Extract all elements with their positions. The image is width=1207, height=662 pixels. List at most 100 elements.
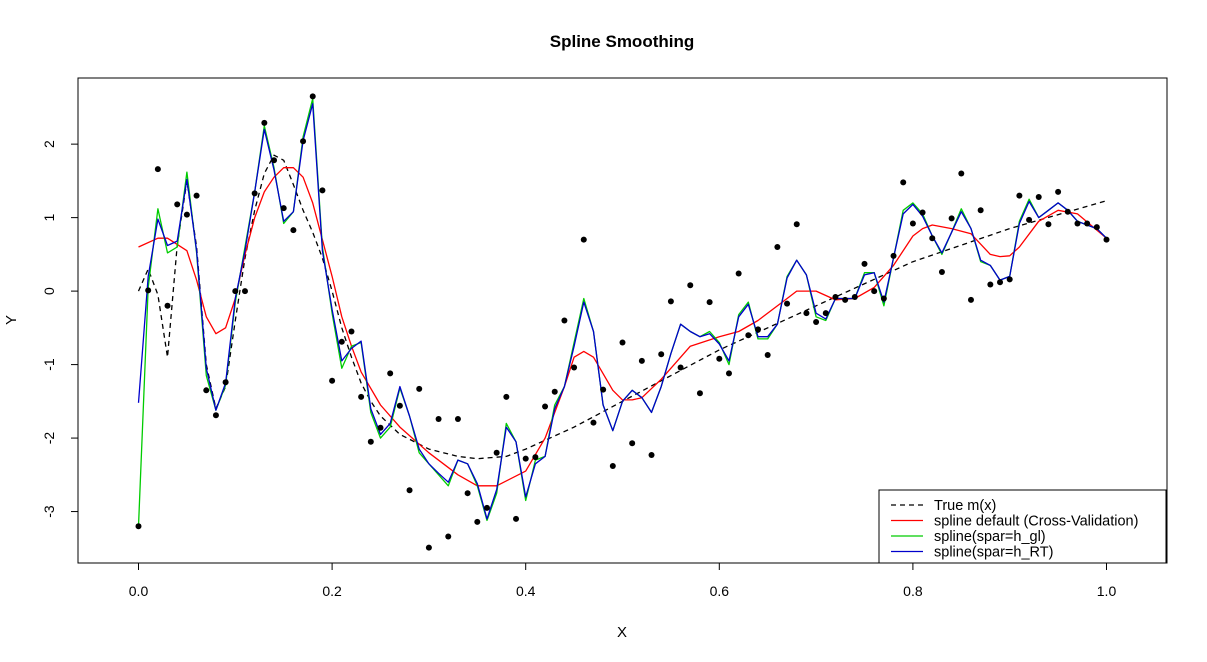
data-point <box>1006 276 1013 283</box>
legend-box <box>878 489 1167 564</box>
y-tick-label: 0 <box>41 287 57 295</box>
x-axis: 0.0 0.2 0.4 0.6 0.8 1.0 <box>129 563 1116 599</box>
data-point <box>629 440 636 447</box>
y-tick-label: -2 <box>41 432 57 445</box>
data-point <box>696 390 703 397</box>
data-point <box>987 281 994 288</box>
data-point <box>1055 188 1062 195</box>
legend: True m(x)spline default (Cross-Validatio… <box>878 489 1167 564</box>
data-point <box>435 415 442 422</box>
data-point <box>871 288 878 295</box>
data-point <box>154 166 161 173</box>
data-point <box>145 287 152 294</box>
data-point <box>784 300 791 307</box>
data-point <box>948 215 955 222</box>
data-point <box>474 518 481 525</box>
data-point <box>774 244 781 251</box>
data-point <box>687 282 694 289</box>
chart-title: Spline Smoothing <box>550 32 695 51</box>
legend-label: spline default (Cross-Validation) <box>934 514 1138 530</box>
data-point <box>493 449 500 456</box>
data-point <box>677 364 684 371</box>
data-point <box>842 296 849 303</box>
data-point <box>513 515 520 522</box>
data-point <box>503 393 510 400</box>
data-point <box>271 157 278 164</box>
data-point <box>1016 192 1023 199</box>
legend-label: True m(x) <box>934 498 996 514</box>
data-point <box>900 179 907 186</box>
data-point <box>638 357 645 364</box>
y-axis-label: Y <box>3 315 20 325</box>
data-point <box>929 235 936 242</box>
y-tick-label: 2 <box>41 140 57 148</box>
data-point <box>600 386 607 393</box>
data-point <box>348 328 355 335</box>
data-point <box>222 379 229 386</box>
data-point <box>1074 220 1081 227</box>
data-point <box>861 260 868 267</box>
data-point <box>813 318 820 325</box>
data-point <box>377 424 384 431</box>
data-point <box>1064 208 1071 215</box>
data-point <box>1103 236 1110 243</box>
data-point <box>319 187 326 194</box>
data-point <box>764 352 771 359</box>
data-point <box>590 419 597 426</box>
data-point <box>716 355 723 362</box>
data-point <box>580 236 587 243</box>
data-point <box>1035 194 1042 201</box>
data-point <box>658 351 665 358</box>
data-point <box>329 377 336 384</box>
data-point <box>1084 220 1091 227</box>
x-tick-label: 0.8 <box>903 583 923 599</box>
data-point <box>251 190 258 197</box>
series-line <box>137 97 1107 527</box>
y-tick-label: 1 <box>41 214 57 222</box>
data-point <box>416 385 423 392</box>
data-point <box>532 454 539 461</box>
legend-label: spline(spar=h_RT) <box>934 545 1053 561</box>
x-tick-label: 0.2 <box>322 583 342 599</box>
y-tick-label: -1 <box>41 358 57 371</box>
data-point <box>174 201 181 208</box>
data-point <box>1093 224 1100 231</box>
series-line <box>138 167 1107 487</box>
data-point <box>851 293 858 300</box>
data-point <box>735 270 742 277</box>
data-point <box>803 310 810 317</box>
x-axis-label: X <box>617 624 627 641</box>
data-point <box>387 370 394 377</box>
data-point <box>309 93 316 100</box>
data-point <box>648 451 655 458</box>
data-point <box>193 192 200 199</box>
data-point <box>425 544 432 551</box>
data-point <box>706 299 713 306</box>
data-point <box>183 211 190 218</box>
data-point <box>967 296 974 303</box>
y-axis: -3 -2 -1 0 1 2 <box>41 140 78 518</box>
data-points <box>135 93 1110 551</box>
data-point <box>454 415 461 422</box>
data-point <box>793 221 800 228</box>
data-point <box>542 403 549 410</box>
data-point <box>1026 216 1033 223</box>
legend-label: spline(spar=h_gl) <box>934 529 1046 545</box>
data-point <box>280 205 287 212</box>
data-point <box>164 302 171 309</box>
data-point <box>1045 221 1052 228</box>
data-point <box>619 339 626 346</box>
data-point <box>483 504 490 511</box>
data-point <box>261 119 268 126</box>
data-point <box>358 393 365 400</box>
data-point <box>445 533 452 540</box>
y-tick-label: -3 <box>41 505 57 518</box>
x-tick-label: 0.4 <box>516 583 536 599</box>
series-lines <box>137 97 1107 527</box>
plot-frame <box>77 77 1168 564</box>
data-point <box>561 317 568 324</box>
data-point <box>232 288 239 295</box>
series-line <box>137 103 1107 520</box>
data-point <box>822 310 829 317</box>
data-point <box>338 338 345 345</box>
